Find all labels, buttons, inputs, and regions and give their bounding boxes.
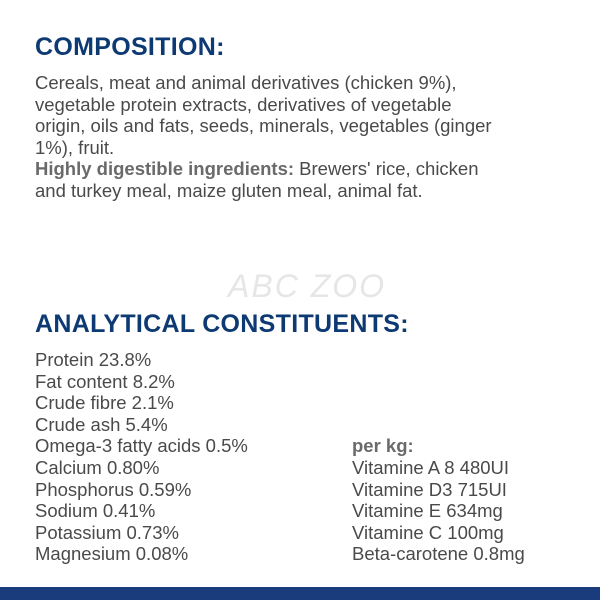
constituent-item: Crude ash 5.4%	[35, 413, 168, 435]
per-kg-list: per kg: Vitamine A 8 480UI Vitamine D3 7…	[352, 435, 525, 565]
analytical-list: Protein 23.8% Fat content 8.2% Crude fib…	[35, 349, 248, 565]
constituent-item: Phosphorus 0.59%	[35, 478, 192, 500]
constituent-item: Fat content 8.2%	[35, 370, 175, 392]
constituent-item: Potassium 0.73%	[35, 521, 179, 543]
composition-line: origin, oils and fats, seeds, minerals, …	[35, 115, 492, 137]
composition-heading: COMPOSITION:	[35, 33, 225, 61]
vitamin-item: Vitamine D3 715UI	[352, 478, 507, 500]
vitamin-item: Vitamine C 100mg	[352, 521, 504, 543]
composition-line: 1%), fruit.	[35, 136, 115, 158]
constituent-item: Omega-3 fatty acids 0.5%	[35, 435, 248, 457]
constituent-item: Magnesium 0.08%	[35, 543, 189, 565]
digestible-text: Brewers' rice, chicken	[294, 158, 479, 180]
composition-line: vegetable protein extracts, derivatives …	[35, 93, 452, 115]
vitamin-item: Beta-carotene 0.8mg	[352, 543, 525, 565]
digestible-ingredients: Highly digestible ingredients: Brewers' …	[35, 158, 492, 180]
digestible-text-cont: and turkey meal, maize gluten meal, anim…	[35, 179, 423, 201]
analytical-heading: ANALYTICAL CONSTITUENTS:	[35, 310, 409, 338]
vitamin-item: Vitamine E 634mg	[352, 500, 503, 522]
composition-text: Cereals, meat and animal derivatives (ch…	[35, 72, 492, 202]
constituent-item: Crude fibre 2.1%	[35, 392, 174, 414]
constituent-item: Protein 23.8%	[35, 349, 152, 370]
constituent-item: Calcium 0.80%	[35, 456, 160, 478]
watermark: ABC ZOO	[228, 268, 387, 304]
digestible-label: Highly digestible ingredients:	[35, 158, 295, 180]
bottom-bar	[0, 587, 600, 600]
per-kg-label: per kg:	[352, 435, 414, 457]
vitamin-item: Vitamine A 8 480UI	[352, 456, 510, 478]
composition-line: Cereals, meat and animal derivatives (ch…	[35, 72, 457, 93]
constituent-item: Sodium 0.41%	[35, 500, 156, 522]
